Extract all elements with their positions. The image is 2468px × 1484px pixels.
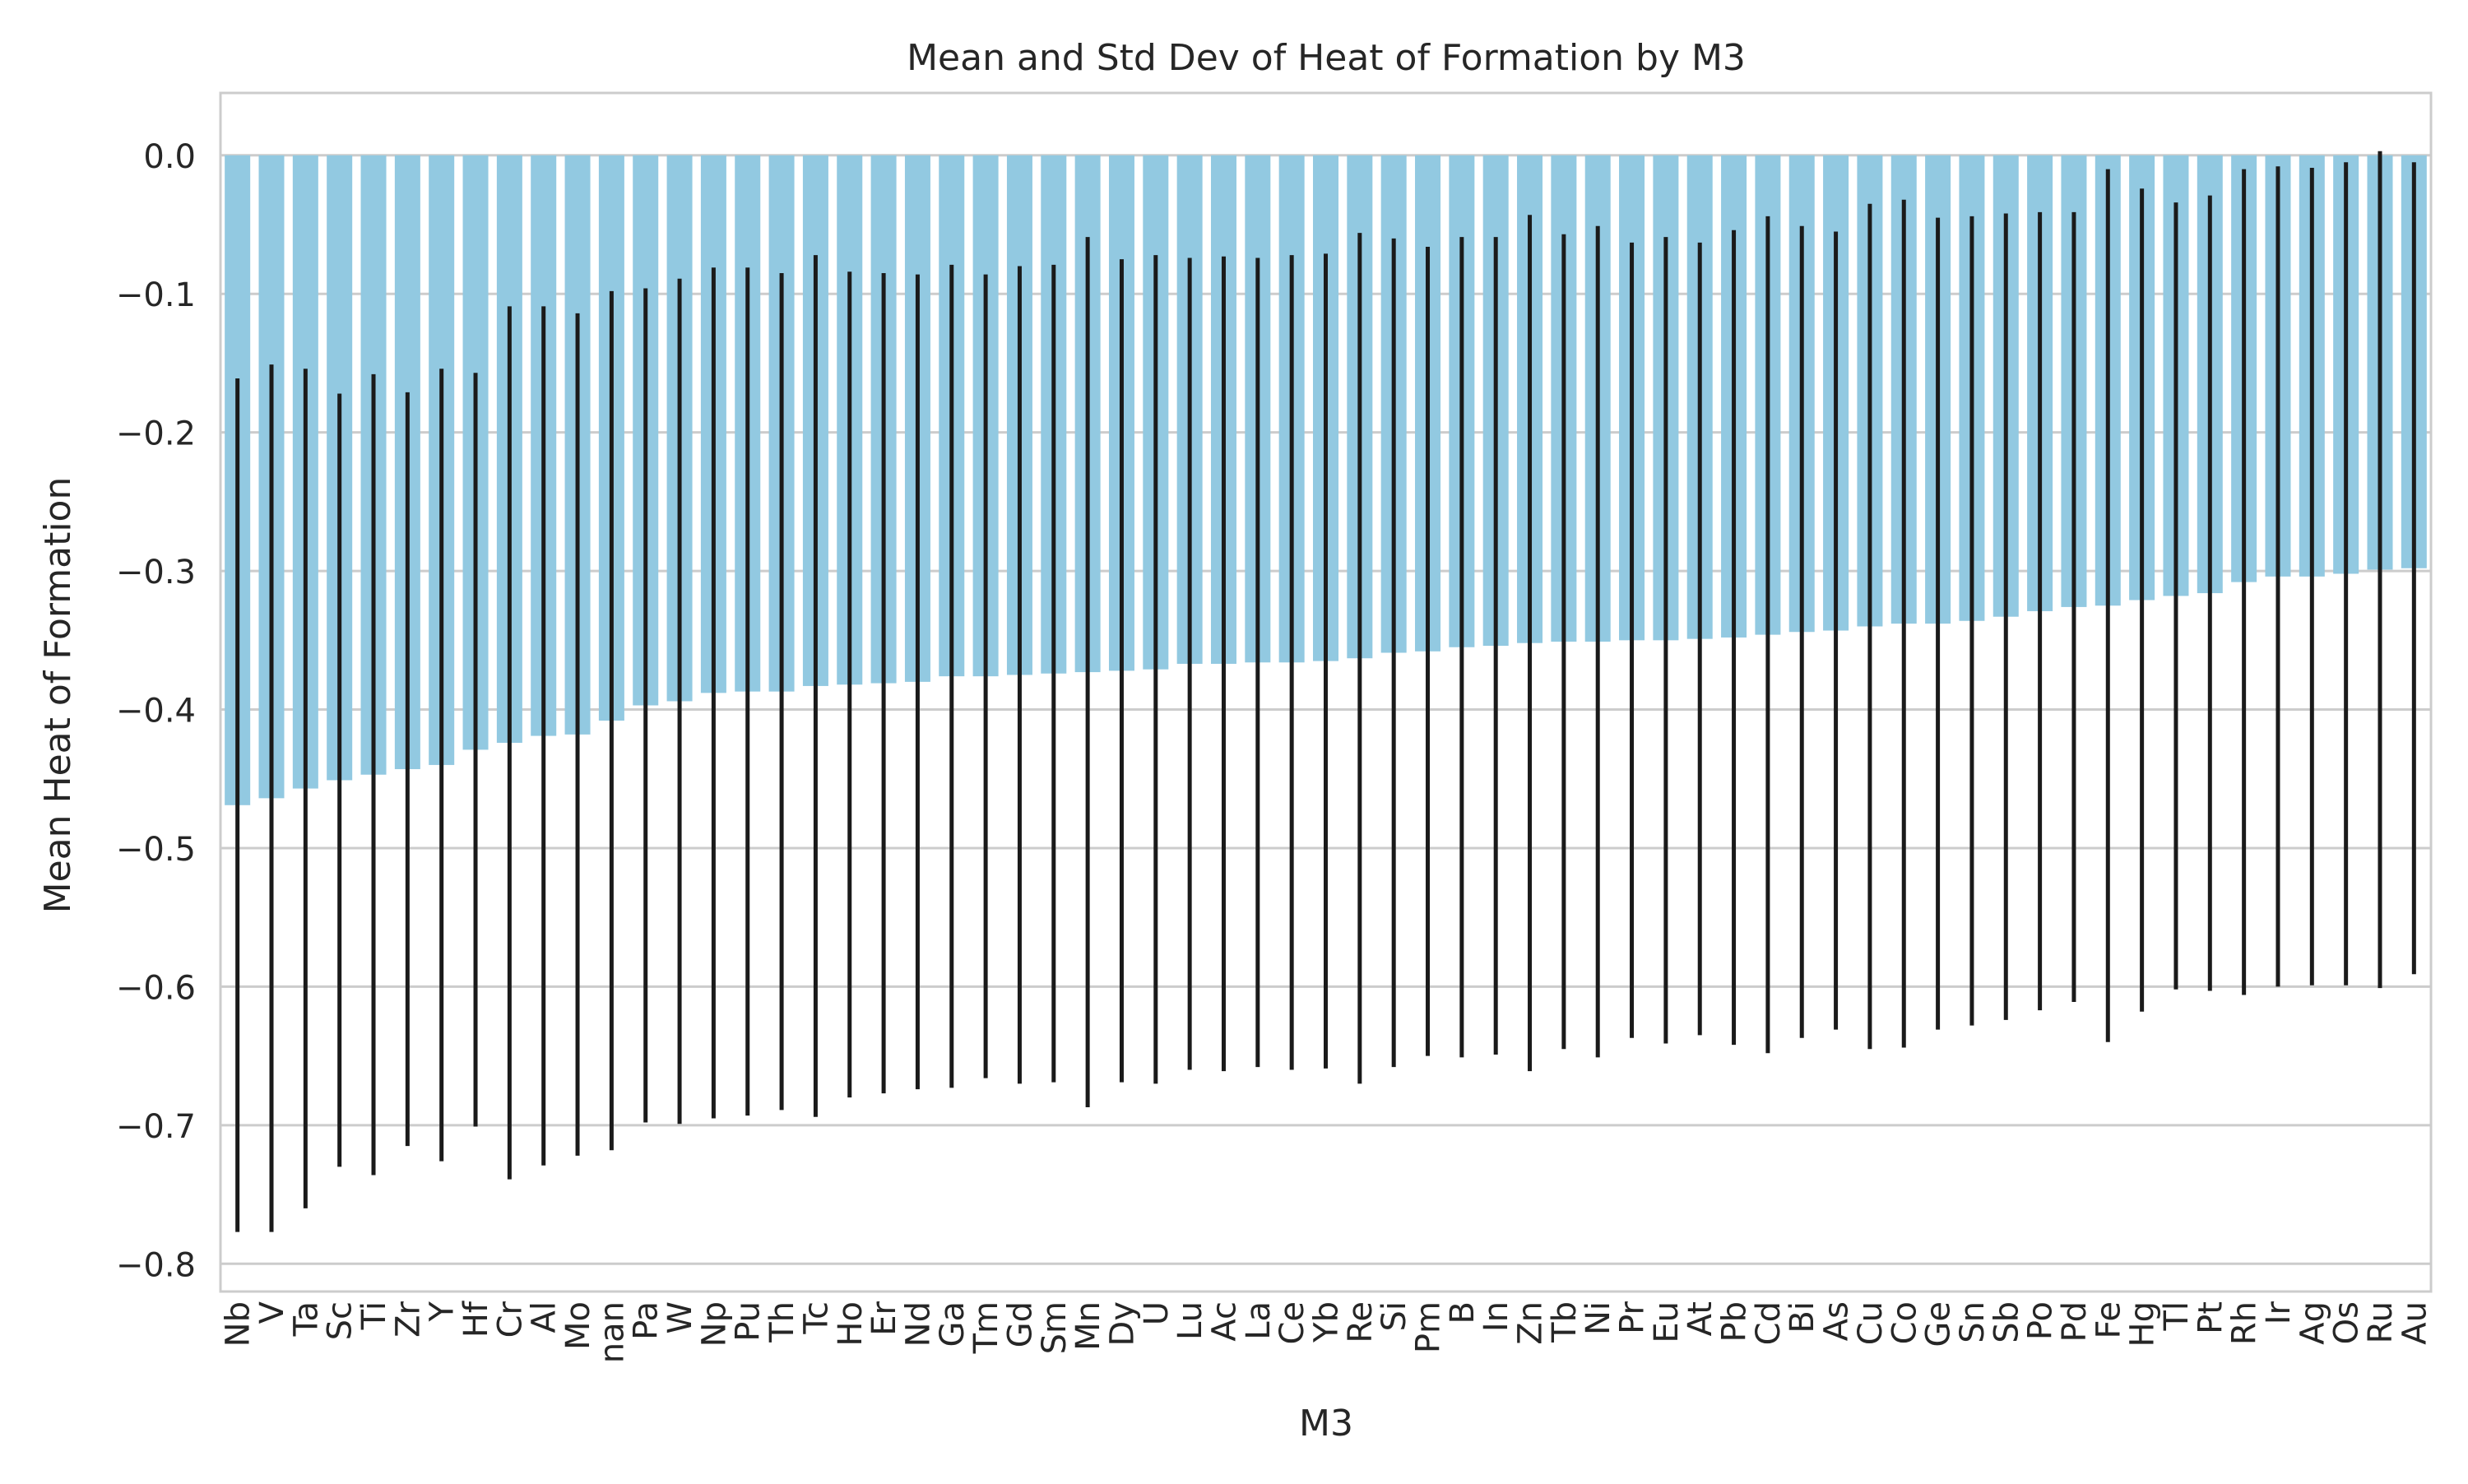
- x-tick-label: Tl: [2158, 1301, 2196, 1332]
- x-tick-label: Ir: [2260, 1301, 2298, 1324]
- x-tick-label: La: [1240, 1301, 1278, 1340]
- x-tick-label: W: [661, 1301, 699, 1334]
- x-tick-label: nan: [593, 1301, 631, 1363]
- x-tick-label: Ho: [832, 1301, 870, 1347]
- x-tick-label: Pm: [1410, 1301, 1448, 1353]
- x-tick-label: Mo: [559, 1301, 597, 1350]
- x-tick-label: Re: [1342, 1301, 1380, 1343]
- x-tick-label: At: [1682, 1301, 1719, 1336]
- x-tick-label: Cd: [1750, 1301, 1788, 1345]
- x-tick-label: Si: [1375, 1301, 1413, 1332]
- x-tick-label: Tb: [1546, 1301, 1584, 1343]
- x-tick-label: Pt: [2192, 1301, 2229, 1334]
- x-tick-label: Bi: [1784, 1301, 1821, 1333]
- y-tick-label: −0.4: [116, 693, 196, 730]
- y-tick-labels: 0.0 −0.1 −0.2 −0.3 −0.4 −0.5 −0.6 −0.7 −0.8: [116, 138, 196, 1285]
- x-tick-label: Pu: [730, 1301, 768, 1342]
- y-tick-label: 0.0: [143, 138, 196, 176]
- y-tick-label: −0.3: [116, 554, 196, 591]
- x-tick-label: Au: [2396, 1301, 2433, 1345]
- x-tick-label: Cu: [1852, 1301, 1890, 1345]
- x-tick-label: Lu: [1171, 1301, 1209, 1340]
- error-bar-layer: [235, 151, 2416, 1232]
- x-tick-label: Th: [763, 1301, 801, 1343]
- x-tick-label: As: [1818, 1301, 1856, 1341]
- x-tick-label: Po: [2022, 1301, 2060, 1340]
- x-tick-label: Tm: [967, 1301, 1005, 1354]
- y-tick-label: −0.8: [116, 1246, 196, 1284]
- x-tick-label: Os: [2328, 1301, 2366, 1344]
- x-tick-label: Cr: [491, 1301, 529, 1338]
- x-tick-label: Gd: [1001, 1301, 1039, 1347]
- y-tick-label: −0.1: [116, 276, 196, 314]
- x-axis-label: M3: [1299, 1403, 1353, 1445]
- x-tick-label: Yb: [1308, 1301, 1346, 1343]
- x-tick-label: Ni: [1580, 1301, 1617, 1335]
- y-tick-label: −0.7: [116, 1108, 196, 1146]
- x-tick-label: V: [253, 1301, 291, 1324]
- x-tick-label: Ac: [1205, 1301, 1243, 1342]
- x-tick-label: Sm: [1036, 1301, 1074, 1354]
- y-axis-label: Mean Heat of Formation: [37, 477, 79, 914]
- x-tick-label: Pd: [2056, 1301, 2094, 1343]
- x-tick-label: Tc: [797, 1301, 835, 1335]
- x-tick-label: Zr: [389, 1301, 427, 1337]
- x-tick-label: Nd: [899, 1301, 937, 1347]
- x-tick-label: Pb: [1716, 1301, 1754, 1343]
- x-tick-label: U: [1138, 1301, 1176, 1325]
- x-tick-label: Er: [865, 1301, 903, 1335]
- chart-title: Mean and Std Dev of Heat of Formation by…: [907, 37, 1746, 79]
- x-tick-label: Ga: [934, 1301, 972, 1347]
- x-tick-label: Mn: [1069, 1301, 1107, 1351]
- plot-frame: [219, 91, 2433, 1293]
- x-tick-label: Pr: [1614, 1301, 1652, 1333]
- y-tick-label: −0.2: [116, 415, 196, 453]
- x-tick-label: Y: [424, 1301, 462, 1322]
- x-tick-label: Pa: [628, 1301, 666, 1340]
- x-tick-label: Fe: [2090, 1301, 2127, 1338]
- x-tick-label: In: [1478, 1301, 1515, 1332]
- x-tick-label: Nb: [220, 1301, 257, 1347]
- x-tick-label: Ru: [2362, 1301, 2400, 1343]
- y-tick-label: −0.6: [116, 969, 196, 1007]
- x-tick-label: Ag: [2294, 1301, 2331, 1345]
- x-tick-label: Dy: [1103, 1301, 1141, 1346]
- x-tick-label: Ge: [1920, 1301, 1958, 1347]
- x-tick-label: Ta: [287, 1301, 325, 1337]
- x-tick-label: Al: [526, 1301, 564, 1333]
- x-tick-labels: NbVTaScTiZrYHfCrAlMonanPaWNpPuThTcHoErNd…: [220, 1301, 2434, 1363]
- x-tick-label: Hf: [457, 1301, 495, 1338]
- x-tick-label: Np: [695, 1301, 733, 1347]
- x-tick-label: Rh: [2226, 1301, 2264, 1345]
- x-tick-label: B: [1444, 1301, 1482, 1324]
- x-tick-label: Hg: [2124, 1301, 2162, 1347]
- x-tick-label: Co: [1886, 1301, 1923, 1344]
- x-tick-label: Sc: [322, 1301, 360, 1340]
- y-tick-label: −0.5: [116, 831, 196, 869]
- x-tick-label: Eu: [1648, 1301, 1686, 1343]
- x-tick-label: Zn: [1512, 1301, 1550, 1345]
- x-tick-label: Ce: [1273, 1301, 1311, 1345]
- x-tick-label: Sb: [1988, 1301, 2025, 1343]
- x-tick-label: Ti: [355, 1301, 393, 1330]
- x-tick-label: Sn: [1954, 1301, 1992, 1343]
